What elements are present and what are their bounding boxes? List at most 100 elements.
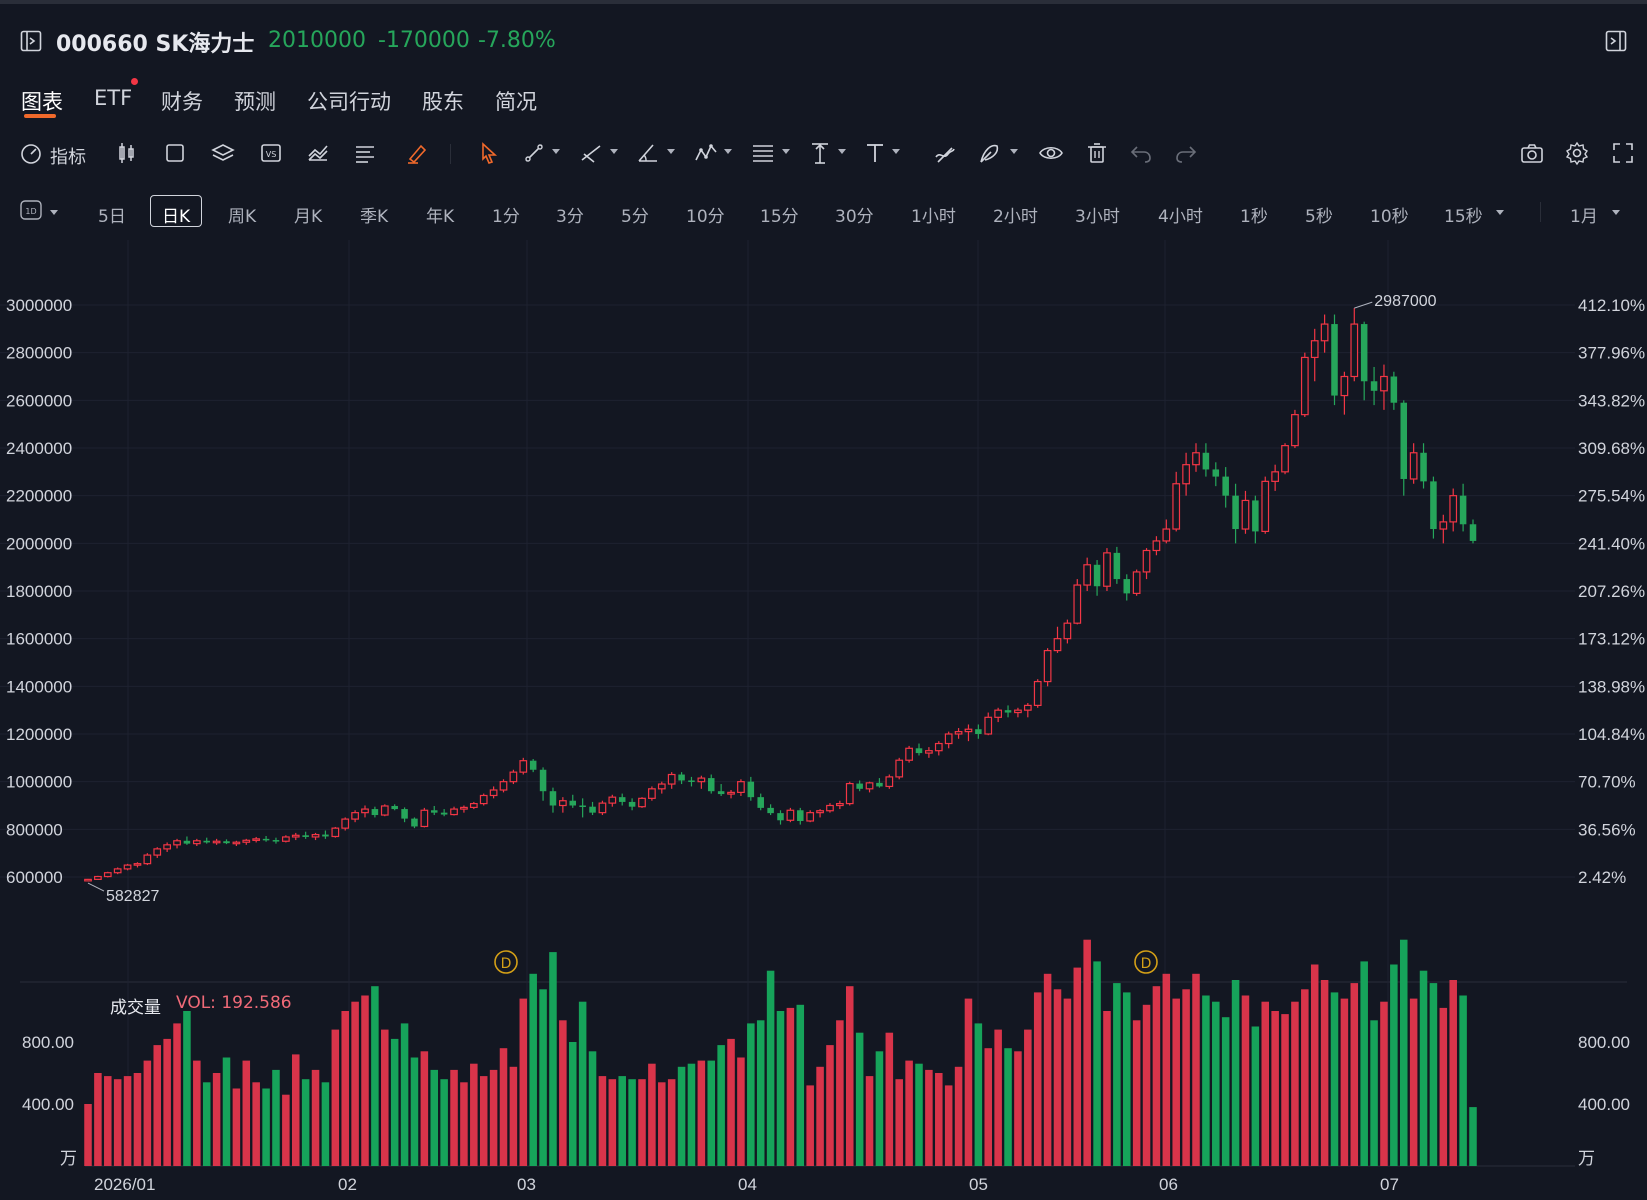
tab-finance[interactable]: 财务 [161, 90, 203, 114]
candle [499, 779, 508, 793]
period-5d[interactable]: 5日 [98, 207, 126, 227]
pattern-icon[interactable] [693, 140, 719, 166]
chevron-down-icon[interactable] [782, 149, 790, 154]
candle-body [1252, 500, 1259, 532]
undo-icon[interactable] [1128, 140, 1154, 166]
tab-etf[interactable]: ETF [94, 86, 133, 110]
percent-tick-label: 412.10% [1578, 296, 1645, 315]
ray-icon[interactable] [578, 140, 604, 166]
chevron-down-icon[interactable] [724, 149, 732, 154]
period-1min[interactable]: 1分 [492, 207, 520, 227]
volume-bar [1132, 1020, 1141, 1166]
candle [688, 776, 695, 787]
square-icon[interactable] [162, 140, 188, 166]
gear-icon[interactable] [1564, 140, 1590, 166]
candle-body [747, 781, 755, 798]
candle-body [786, 809, 795, 821]
angle-icon[interactable] [635, 140, 661, 166]
chevron-down-icon[interactable] [50, 210, 58, 215]
period-quarterly[interactable]: 季K [360, 207, 389, 227]
candle-body [252, 838, 261, 841]
candle-body [361, 808, 369, 814]
tab-chart[interactable]: 图表 [21, 90, 63, 114]
tab-forecast[interactable]: 预测 [234, 90, 276, 114]
chevron-down-icon[interactable] [1612, 210, 1620, 215]
candle-body [608, 796, 617, 804]
chevron-down-icon[interactable] [838, 149, 846, 154]
candle [1103, 548, 1111, 591]
tab-corporate-actions[interactable]: 公司行动 [307, 90, 391, 114]
brush-icon[interactable] [932, 140, 958, 166]
period-daily[interactable]: 日K [162, 207, 191, 227]
fullscreen-icon[interactable] [1610, 140, 1636, 166]
period-30min[interactable]: 30分 [835, 207, 874, 227]
period-15s[interactable]: 15秒 [1444, 207, 1483, 227]
candle [262, 836, 270, 842]
time-tick-label: 02 [338, 1175, 357, 1194]
candle [1222, 467, 1229, 508]
period-monthly[interactable]: 月K [294, 207, 323, 227]
fib-icon[interactable] [750, 140, 776, 166]
period-1s[interactable]: 1秒 [1240, 207, 1268, 227]
period-10min[interactable]: 10分 [686, 207, 725, 227]
layers-icon[interactable] [210, 140, 236, 166]
chevron-down-icon[interactable] [667, 149, 675, 154]
period-1h[interactable]: 1小时 [911, 207, 956, 227]
candlestick-chart[interactable]: 3000000 2800000 2600000 2400000 2200000 20000… [0, 240, 1647, 1200]
chevron-down-icon[interactable] [1496, 210, 1504, 215]
period-3min[interactable]: 3分 [556, 207, 584, 227]
text-icon[interactable] [862, 140, 888, 166]
volume-bar [1399, 939, 1408, 1166]
volume-bar [222, 1057, 231, 1166]
period-yearly[interactable]: 年K [426, 207, 455, 227]
period-5min[interactable]: 5分 [621, 207, 649, 227]
eye-icon[interactable] [1038, 140, 1064, 166]
highlighter-icon[interactable] [404, 140, 430, 166]
tab-profile[interactable]: 简况 [495, 90, 537, 114]
indicator-label[interactable]: 指标 [50, 147, 86, 168]
align-icon[interactable] [352, 140, 378, 166]
candle [479, 793, 488, 806]
chevron-down-icon[interactable] [892, 149, 900, 154]
expand-panel-icon[interactable] [1605, 30, 1627, 52]
candle-body [1182, 464, 1190, 485]
candle-body [1469, 524, 1477, 541]
compare-icon[interactable]: VS [258, 140, 284, 166]
period-weekly[interactable]: 周K [228, 207, 257, 227]
period-4h[interactable]: 4小时 [1158, 207, 1203, 227]
trash-icon[interactable] [1084, 140, 1110, 166]
volume-bar [1320, 980, 1329, 1166]
stock-change-percent: -7.80% [478, 28, 556, 53]
chevron-down-icon[interactable] [552, 149, 560, 154]
period-5s[interactable]: 5秒 [1305, 207, 1333, 227]
chevron-down-icon[interactable] [610, 149, 618, 154]
trend-line-icon[interactable] [521, 140, 547, 166]
redo-icon[interactable] [1173, 140, 1199, 166]
measure-icon[interactable] [807, 140, 833, 166]
candle-type-icon[interactable] [114, 140, 140, 166]
cursor-icon[interactable] [476, 140, 502, 166]
candle [361, 805, 369, 818]
period-15min[interactable]: 15分 [760, 207, 799, 227]
collapse-panel-icon[interactable] [20, 30, 42, 52]
candle [1252, 495, 1259, 544]
volume-bar [756, 1020, 765, 1166]
candle [984, 712, 993, 736]
volume-bar [381, 1029, 389, 1166]
chevron-down-icon[interactable] [1010, 149, 1018, 154]
volume-bar [390, 1038, 399, 1166]
period-3h[interactable]: 3小时 [1075, 207, 1120, 227]
volume-bar [1221, 1017, 1230, 1166]
tab-shareholders[interactable]: 股东 [422, 90, 464, 114]
camera-icon[interactable] [1519, 140, 1545, 166]
volume-bar [1231, 980, 1240, 1166]
candle [1360, 321, 1368, 401]
sign-icon[interactable] [977, 140, 1003, 166]
indicator-icon[interactable] [18, 140, 44, 166]
range-selector[interactable]: 1月 [1570, 207, 1598, 227]
candle-body [1192, 452, 1200, 466]
period-10s[interactable]: 10秒 [1370, 207, 1409, 227]
interval-dropdown[interactable]: 1D [20, 200, 44, 222]
period-2h[interactable]: 2小时 [993, 207, 1038, 227]
strategy-icon[interactable] [305, 140, 331, 166]
